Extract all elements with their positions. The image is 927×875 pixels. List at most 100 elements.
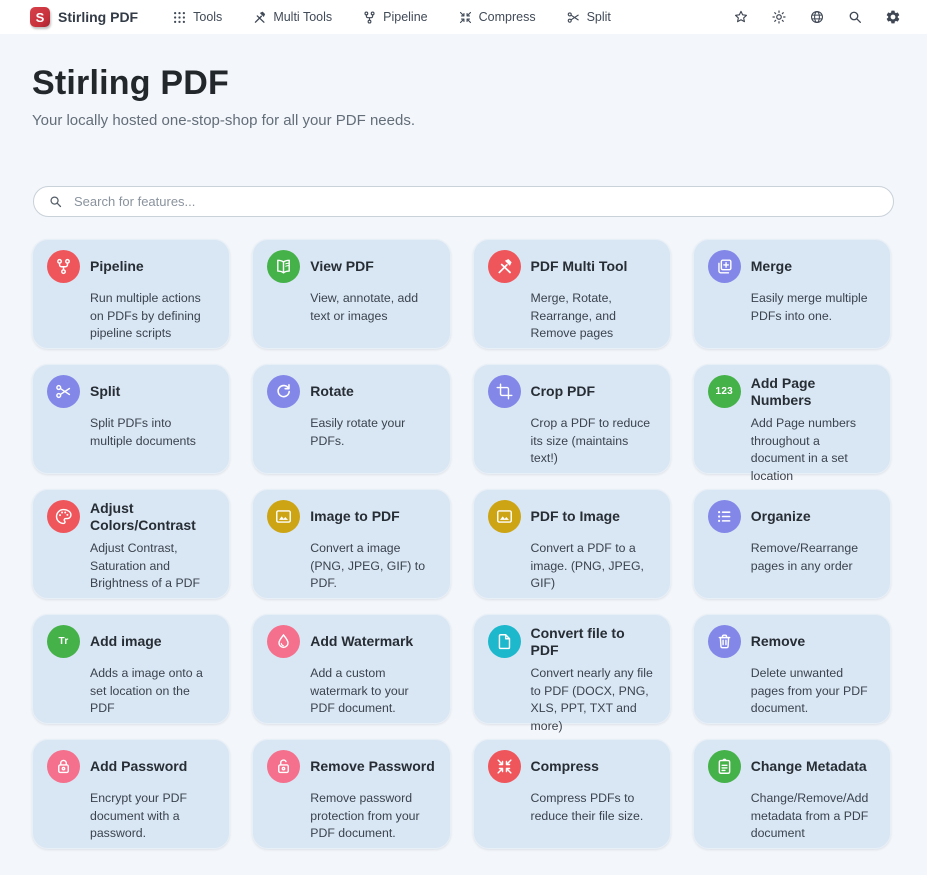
palette-icon: [47, 500, 80, 533]
tool-card-description: Add a custom watermark to your PDF docum…: [310, 666, 409, 715]
tool-card-title: Convert file to PDF: [530, 625, 625, 658]
droplet-icon: [267, 625, 301, 658]
tool-card-description: Convert a image (PNG, JPEG, GIF) to PDF.: [310, 541, 426, 590]
tool-card-description: Remove password protection from your PDF…: [310, 791, 420, 840]
tool-card-title: Organize: [750, 508, 811, 525]
grid-icon: [172, 10, 187, 25]
tool-card-title: PDF to Image: [530, 508, 620, 525]
nav-item-tools[interactable]: Tools: [172, 10, 222, 25]
tool-card-description: Convert a PDF to a image. (PNG, JPEG, GI…: [530, 541, 644, 590]
tool-card-description: Run multiple actions on PDFs by defining…: [90, 291, 201, 340]
search-input[interactable]: [33, 186, 894, 217]
tool-card-add-image[interactable]: Tr Add image Adds a image onto a set loc…: [32, 614, 231, 724]
list-icon: [707, 500, 741, 533]
nav-item-pipeline[interactable]: Pipeline: [362, 10, 428, 25]
lock-open-icon: [267, 750, 301, 783]
tools-icon: [487, 250, 521, 283]
feature-search: [33, 186, 894, 217]
nav-item-label: Pipeline: [383, 10, 428, 24]
image-icon: [267, 500, 301, 533]
tool-card-title: Crop PDF: [530, 383, 596, 400]
tool-card-remove-password[interactable]: Remove Password Remove password protecti…: [252, 739, 451, 849]
nav-item-split[interactable]: Split: [566, 10, 611, 25]
nav-item-label: Tools: [193, 10, 223, 24]
tool-card-description: Adds a image onto a set location on the …: [90, 666, 203, 715]
tool-card-title: Image to PDF: [310, 508, 400, 525]
tool-card-pdf-to-image[interactable]: PDF to Image Convert a PDF to a image. (…: [472, 489, 671, 599]
tool-card-title: Add Watermark: [310, 633, 414, 650]
numbers-123-icon: 123: [707, 375, 741, 408]
nav-item-label: Multi Tools: [273, 10, 333, 24]
tool-card-title: Split: [90, 383, 121, 400]
tool-card-add-password[interactable]: Add Password Encrypt your PDF document w…: [32, 739, 231, 849]
tool-card-description: Change/Remove/Add metadata from a PDF do…: [750, 791, 869, 840]
search-icon: [48, 194, 63, 209]
nav-item-label: Split: [586, 10, 611, 24]
crop-icon: [487, 375, 521, 408]
trash-icon: [707, 625, 741, 658]
page-subtitle: Your locally hosted one-stop-shop for al…: [32, 112, 415, 129]
tool-card-title: Rotate: [310, 383, 354, 400]
tool-card-organize[interactable]: Organize Remove/Rearrange pages in any o…: [692, 489, 891, 599]
tool-card-description: Encrypt your PDF document with a passwor…: [90, 791, 188, 840]
book-icon: [267, 250, 301, 283]
file-icon: [487, 625, 521, 658]
nav-item-label: Compress: [478, 10, 536, 24]
compress-icon: [458, 10, 473, 25]
tool-card-add-page-numbers[interactable]: 123 Add Page Numbers Add Page numbers th…: [692, 364, 891, 483]
gear-icon[interactable]: [885, 9, 901, 25]
nav-item-compress[interactable]: Compress: [458, 10, 536, 25]
tool-card-title: Add Page Numbers: [750, 375, 816, 408]
tool-card-title: Remove: [750, 633, 806, 650]
rotate-icon: [267, 375, 301, 408]
tool-card-split[interactable]: Split Split PDFs into multiple documents: [32, 364, 231, 474]
tool-card-description: Crop a PDF to reduce its size (maintains…: [530, 416, 651, 465]
tool-card-merge[interactable]: Merge Easily merge multiple PDFs into on…: [692, 239, 891, 349]
tool-card-title: View PDF: [310, 258, 374, 275]
tool-card-compress[interactable]: Compress Compress PDFs to reduce their f…: [472, 739, 671, 849]
tool-card-add-watermark[interactable]: Add Watermark Add a custom watermark to …: [252, 614, 451, 724]
nav-item-multi-tools[interactable]: Multi Tools: [252, 10, 332, 25]
compress-icon: [487, 750, 521, 783]
nav-items: Tools Multi Tools Pipeline Compress Spli…: [172, 10, 611, 25]
brand-label: Stirling PDF: [58, 9, 139, 25]
text-Tr-icon: Tr: [47, 625, 80, 658]
tool-card-title: Change Metadata: [750, 758, 867, 775]
tool-card-pdf-multi-tool[interactable]: PDF Multi Tool Merge, Rotate, Rearrange,…: [472, 239, 671, 349]
merge-icon: [707, 250, 741, 283]
tool-card-pipeline[interactable]: Pipeline Run multiple actions on PDFs by…: [32, 239, 231, 349]
tool-card-description: Remove/Rearrange pages in any order: [750, 541, 859, 573]
tool-card-title: Add Password: [90, 758, 188, 775]
globe-icon[interactable]: [809, 9, 825, 25]
tool-card-description: Adjust Contrast, Saturation and Brightne…: [90, 541, 201, 590]
tool-card-title: Compress: [530, 758, 599, 775]
scissors-icon: [47, 375, 80, 408]
sun-icon[interactable]: [771, 9, 787, 25]
tool-card-change-metadata[interactable]: Change Metadata Change/Remove/Add metada…: [692, 739, 891, 849]
pipeline-icon: [362, 10, 377, 25]
tool-card-crop-pdf[interactable]: Crop PDF Crop a PDF to reduce its size (…: [472, 364, 671, 474]
hero-section: Stirling PDF Your locally hosted one-sto…: [0, 34, 927, 129]
tool-card-image-to-pdf[interactable]: Image to PDF Convert a image (PNG, JPEG,…: [252, 489, 451, 599]
tool-card-rotate[interactable]: Rotate Easily rotate your PDFs.: [252, 364, 451, 474]
tool-card-title: Pipeline: [90, 258, 144, 275]
tool-card-description: Delete unwanted pages from your PDF docu…: [750, 666, 868, 715]
tool-card-convert-file-to-pdf[interactable]: Convert file to PDF Convert nearly any f…: [472, 614, 671, 733]
tool-card-view-pdf[interactable]: View PDF View, annotate, add text or ima…: [252, 239, 451, 349]
page-title: Stirling PDF: [32, 64, 229, 102]
tool-card-remove[interactable]: Remove Delete unwanted pages from your P…: [692, 614, 891, 724]
tool-card-title: Adjust Colors/Contrast: [90, 500, 196, 533]
brand-home-link[interactable]: S Stirling PDF: [30, 7, 138, 27]
tool-card-description: Add Page numbers throughout a document i…: [750, 416, 857, 483]
scissors-icon: [566, 10, 581, 25]
tools-icon: [252, 10, 267, 25]
tool-card-description: Easily rotate your PDFs.: [310, 416, 406, 448]
tool-card-title: Merge: [750, 258, 792, 275]
tool-card-adjust-colors-contrast[interactable]: Adjust Colors/Contrast Adjust Contrast, …: [32, 489, 231, 599]
search-icon[interactable]: [847, 9, 863, 25]
star-icon[interactable]: [733, 9, 749, 25]
tool-card-title: Remove Password: [310, 758, 435, 775]
tool-card-description: Easily merge multiple PDFs into one.: [750, 291, 868, 323]
tool-card-description: Merge, Rotate, Rearrange, and Remove pag…: [530, 291, 616, 340]
